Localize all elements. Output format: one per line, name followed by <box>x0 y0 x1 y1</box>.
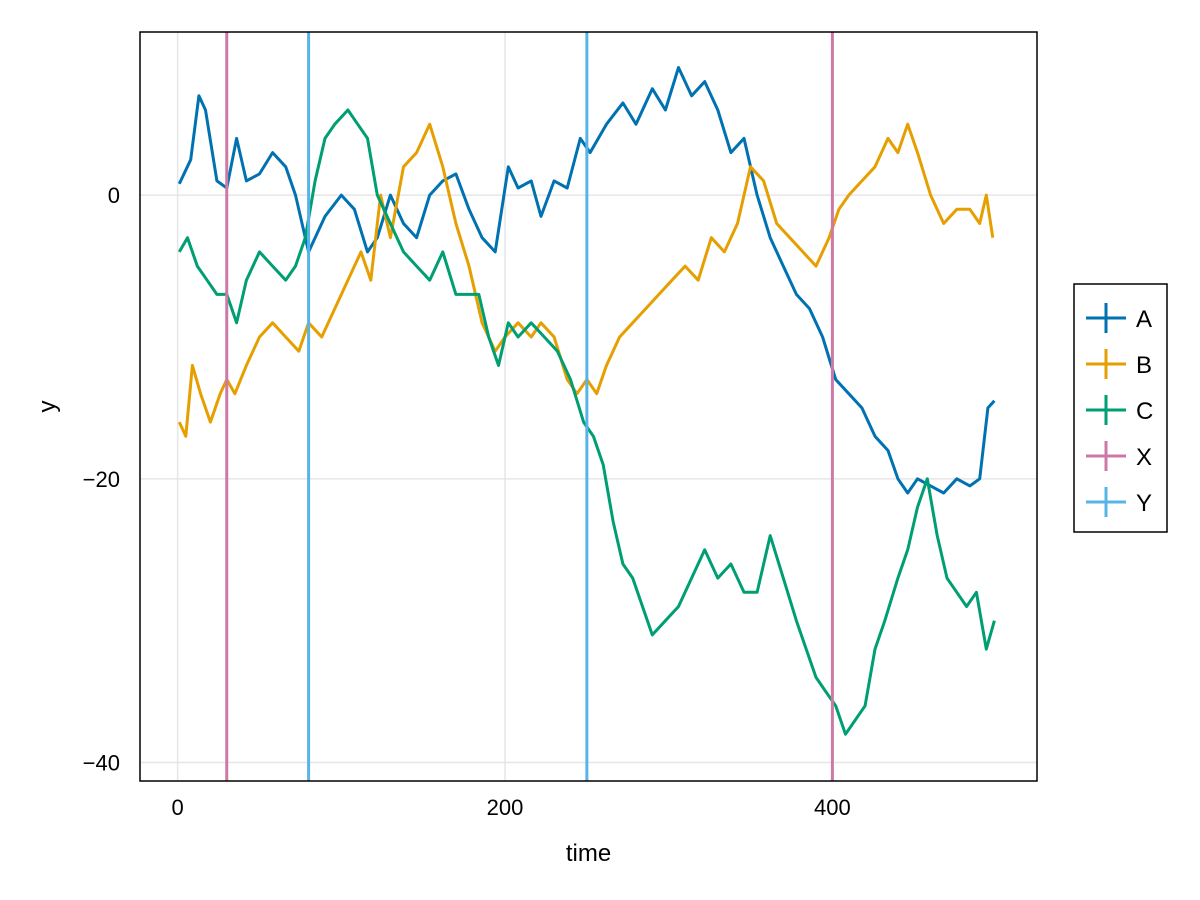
legend-label: C <box>1136 398 1153 425</box>
legend-label: A <box>1136 306 1152 333</box>
series-layer <box>177 32 996 781</box>
legend-item-a: A <box>1086 303 1152 333</box>
series-line-a <box>177 66 996 495</box>
y-axis-title: y <box>34 401 61 413</box>
y-tick-label: −40 <box>83 751 120 776</box>
legend-label: B <box>1136 352 1152 379</box>
x-tick-label: 200 <box>487 795 524 820</box>
legend-item-y: Y <box>1086 487 1152 517</box>
plot-area-background <box>140 32 1037 781</box>
legend-item-c: C <box>1086 395 1153 425</box>
x-tick-label: 0 <box>172 795 184 820</box>
y-tick-label: −20 <box>83 467 120 492</box>
x-axis-title: time <box>566 840 611 867</box>
plot-frame <box>139 31 1038 782</box>
series-line-b <box>177 122 995 438</box>
legend-label: X <box>1136 444 1152 471</box>
axis-ticks: 0 200 400 0 −20 −40 <box>83 183 851 820</box>
legend-item-x: X <box>1086 441 1152 471</box>
y-tick-label: 0 <box>108 183 120 208</box>
legend-box <box>1073 283 1168 533</box>
x-tick-label: 400 <box>814 795 851 820</box>
legend-label: Y <box>1136 490 1152 517</box>
legend-item-b: B <box>1086 349 1152 379</box>
